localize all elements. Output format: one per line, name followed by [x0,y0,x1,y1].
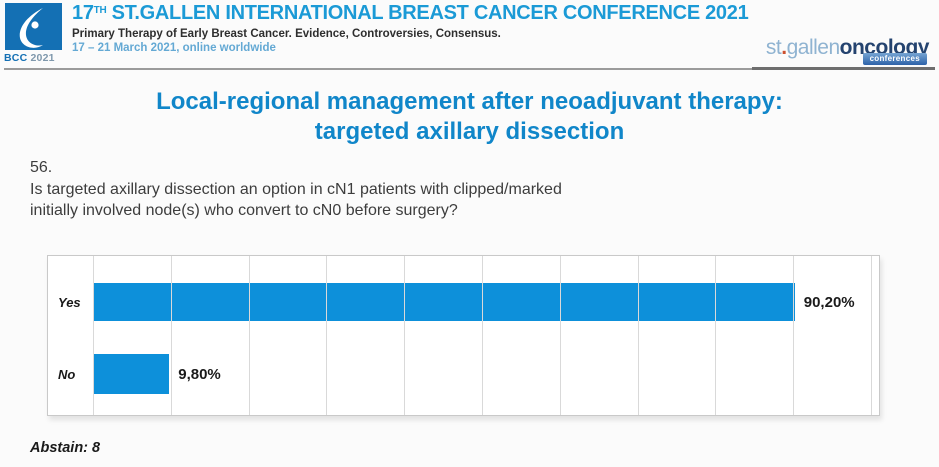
gridline [793,256,795,415]
partner-word-gallen: gallen [786,36,841,59]
bcc-logo-text: BCC [4,52,28,64]
header-divider [4,68,935,70]
conference-title-number: 17 [72,2,94,24]
gridline [170,256,172,415]
gridline [248,256,250,415]
gridline [559,256,561,415]
gridline [637,256,639,415]
bar-no [93,354,170,394]
conference-title-rest: ST.GALLEN INTERNATIONAL BREAST CANCER CO… [106,2,749,24]
bcc-logo [5,3,62,50]
poll-bar-chart: Yes No 90,20% 9,80% [47,255,880,416]
gridline [715,256,717,415]
bar-yes [93,283,795,321]
value-label-no: 9,80% [178,365,221,383]
bar-row-no: 9,80% [93,354,871,394]
gridline [326,256,328,415]
gridline [482,256,483,415]
header-text-block: 17TH ST.GALLEN INTERNATIONAL BREAST CANC… [72,2,749,54]
slide-title-line2: targeted axillary dissection [314,118,625,145]
slide-title: Local-regional management after neoadjuv… [0,87,939,147]
category-label-no: No [58,366,76,382]
value-label-yes: 90,20% [803,293,855,311]
question-number: 56. [30,159,53,176]
bcc-logo-year: 2021 [30,52,55,64]
conference-title-ordinal: TH [93,5,107,16]
abstain-note: Abstain: 8 [30,440,101,456]
question-block: 56. Is targeted axillary dissection an o… [30,157,562,222]
bar-row-yes: 90,20% [93,283,871,321]
category-label-yes: Yes [58,294,81,310]
conference-subtitle: Primary Therapy of Early Breast Cancer. … [72,28,501,40]
conference-title: 17TH ST.GALLEN INTERNATIONAL BREAST CANC… [72,2,749,25]
partner-logo: st.gallenoncology conferences [765,36,930,65]
gridline [871,256,872,415]
conference-dates: 17 – 21 March 2021, online worldwide [72,42,276,54]
gridline [93,256,94,415]
question-line2: initially involved node(s) who convert t… [30,202,458,219]
drop-icon [19,8,43,48]
partner-word-st: st [765,36,782,59]
plot-area: 90,20% 9,80% [93,256,872,415]
header-divider-dark-segment [752,67,935,70]
gridline [404,256,406,415]
slide-title-line1: Local-regional management after neoadjuv… [156,88,783,115]
bcc-logo-caption: BCC 2021 [4,52,64,64]
question-line1: Is targeted axillary dissection an optio… [30,180,562,198]
partner-conferences-badge: conferences [862,53,927,65]
partner-word-dot: . [781,36,787,59]
